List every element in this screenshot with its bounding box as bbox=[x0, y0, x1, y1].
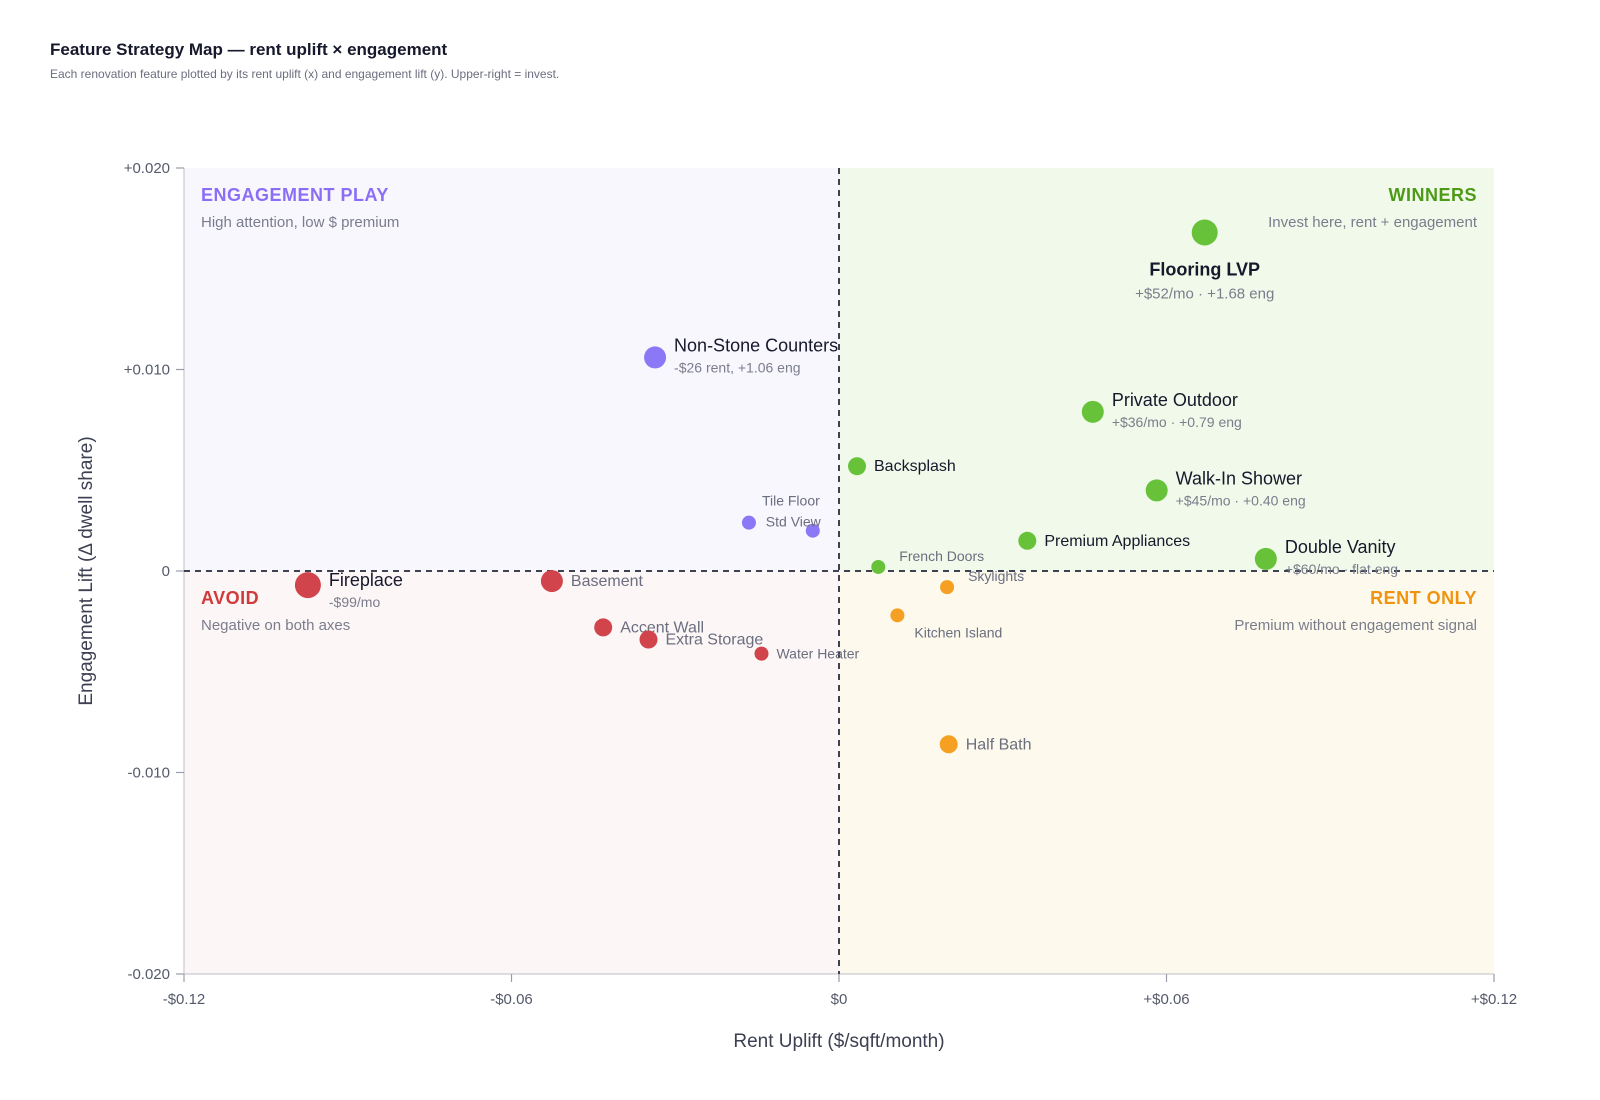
point-double-vanity: Double Vanity +$60/mo · flat eng bbox=[1254, 537, 1398, 577]
x-tick-label: -$0.06 bbox=[490, 991, 533, 1008]
data-point-marker bbox=[1145, 479, 1168, 502]
point-skylights: Skylights bbox=[940, 568, 1024, 595]
y-tick-label: -0.010 bbox=[127, 765, 170, 782]
y-tick-label: +0.020 bbox=[124, 160, 170, 177]
point-private-outdoor: Private Outdoor +$36/mo · +0.79 eng bbox=[1081, 390, 1242, 430]
point-label: Walk-In Shower bbox=[1176, 468, 1302, 488]
point-annotation: +$60/mo · flat eng bbox=[1285, 561, 1398, 577]
data-point-marker bbox=[754, 646, 769, 661]
data-point-marker bbox=[594, 618, 613, 637]
quadrant-backgrounds bbox=[184, 168, 1494, 974]
quadrant-bg-engagement-play bbox=[184, 168, 839, 571]
y-tick-label: +0.010 bbox=[124, 362, 170, 379]
chart-subtitle: Each renovation feature plotted by its r… bbox=[50, 67, 560, 81]
data-point-marker bbox=[741, 515, 756, 530]
point-label: Std View bbox=[766, 514, 822, 530]
data-point-marker bbox=[639, 630, 658, 649]
data-point-marker bbox=[1081, 400, 1104, 423]
point-annotation: +$52/mo · +1.68 eng bbox=[1135, 285, 1274, 302]
point-french-doors: French Doors bbox=[871, 548, 984, 574]
point-label: Tile Floor bbox=[762, 493, 820, 509]
point-label: Backsplash bbox=[874, 458, 956, 475]
data-point-marker bbox=[1018, 531, 1037, 550]
data-point-marker bbox=[890, 608, 905, 623]
point-annotation: +$36/mo · +0.79 eng bbox=[1112, 414, 1242, 430]
point-non-stone-counters: Non-Stone Counters -$26 rent, +1.06 eng bbox=[644, 335, 838, 375]
quadrant-title-engagement-play: ENGAGEMENT PLAY bbox=[201, 185, 389, 205]
y-axis-title: Engagement Lift (Δ dwell share) bbox=[76, 436, 97, 705]
quadrant-subtitle-rent-only: Premium without engagement signal bbox=[1234, 617, 1477, 634]
point-kitchen-island: Kitchen Island bbox=[890, 608, 1002, 640]
point-premium-appliances: Premium Appliances bbox=[1018, 531, 1190, 550]
point-annotation: -$99/mo bbox=[329, 594, 381, 610]
quadrant-bg-avoid bbox=[184, 571, 839, 974]
data-point-marker bbox=[644, 346, 667, 369]
x-tick-label: $0 bbox=[831, 991, 848, 1008]
data-points: Flooring LVP +$52/mo · +1.68 eng Private O… bbox=[294, 219, 1398, 754]
x-tick-label: -$0.12 bbox=[163, 991, 206, 1008]
point-label: Premium Appliances bbox=[1044, 533, 1190, 550]
point-water-heater: Water Heater bbox=[754, 646, 860, 662]
point-label: Water Heater bbox=[776, 646, 859, 662]
point-label: French Doors bbox=[899, 548, 984, 564]
point-label: Extra Storage bbox=[666, 632, 764, 649]
point-backsplash: Backsplash bbox=[848, 457, 956, 476]
data-point-marker bbox=[540, 570, 563, 593]
data-point-marker bbox=[848, 457, 867, 476]
point-extra-storage: Extra Storage bbox=[639, 630, 764, 649]
quadrant-bg-winners bbox=[839, 168, 1494, 571]
point-label: Skylights bbox=[968, 568, 1024, 584]
point-label: Flooring LVP bbox=[1149, 259, 1260, 279]
point-label: Accent Wall bbox=[620, 619, 704, 636]
x-tick-label: +$0.12 bbox=[1471, 991, 1517, 1008]
data-point-marker bbox=[294, 572, 321, 599]
point-label: Double Vanity bbox=[1285, 537, 1396, 557]
point-half-bath: Half Bath bbox=[939, 735, 1032, 754]
quadrant-title-winners: WINNERS bbox=[1389, 185, 1478, 205]
point-annotation: +$45/mo · +0.40 eng bbox=[1176, 492, 1306, 508]
data-point-marker bbox=[1191, 219, 1218, 246]
quadrant-title-avoid: AVOID bbox=[201, 588, 259, 608]
point-basement: Basement bbox=[540, 570, 644, 593]
x-axis-title: Rent Uplift ($/sqft/month) bbox=[733, 1031, 944, 1052]
quadrant-subtitle-winners: Invest here, rent + engagement bbox=[1268, 214, 1478, 231]
chart-title: Feature Strategy Map — rent uplift × eng… bbox=[50, 40, 448, 59]
point-annotation: -$26 rent, +1.06 eng bbox=[674, 359, 801, 375]
point-std-view: Std View bbox=[766, 514, 822, 538]
quadrant-title-rent-only: RENT ONLY bbox=[1370, 588, 1477, 608]
data-point-marker bbox=[939, 735, 958, 754]
quadrant-labels: ENGAGEMENT PLAY High attention, low $ pre… bbox=[201, 185, 1478, 634]
data-point-marker bbox=[940, 580, 955, 595]
y-tick-label: 0 bbox=[162, 563, 170, 580]
data-point-marker bbox=[805, 523, 820, 538]
point-label: Fireplace bbox=[329, 570, 403, 590]
point-label: Kitchen Island bbox=[914, 624, 1002, 640]
point-accent-wall: Accent Wall bbox=[594, 618, 704, 637]
axes: +0.020 +0.010 0 -0.010 -0.020 -$0.12 -$0.06 $0 +… bbox=[76, 160, 1517, 1052]
point-flooring-lvp: Flooring LVP +$52/mo · +1.68 eng bbox=[1135, 219, 1274, 302]
point-walk-in-shower: Walk-In Shower +$45/mo · +0.40 eng bbox=[1145, 468, 1306, 508]
point-label: Half Bath bbox=[966, 736, 1032, 753]
point-label: Basement bbox=[571, 573, 644, 590]
quadrant-subtitle-avoid: Negative on both axes bbox=[201, 617, 350, 634]
quadrant-bg-rent-only bbox=[839, 571, 1494, 974]
data-point-marker bbox=[1254, 547, 1277, 570]
point-label: Non-Stone Counters bbox=[674, 335, 838, 355]
y-tick-label: -0.020 bbox=[127, 966, 170, 983]
point-tile-floor: Tile Floor bbox=[741, 493, 820, 530]
x-tick-label: +$0.06 bbox=[1143, 991, 1189, 1008]
quadrant-subtitle-engagement-play: High attention, low $ premium bbox=[201, 214, 399, 231]
point-label: Private Outdoor bbox=[1112, 390, 1238, 410]
data-point-marker bbox=[871, 559, 886, 574]
point-fireplace: Fireplace -$99/mo bbox=[294, 570, 403, 610]
